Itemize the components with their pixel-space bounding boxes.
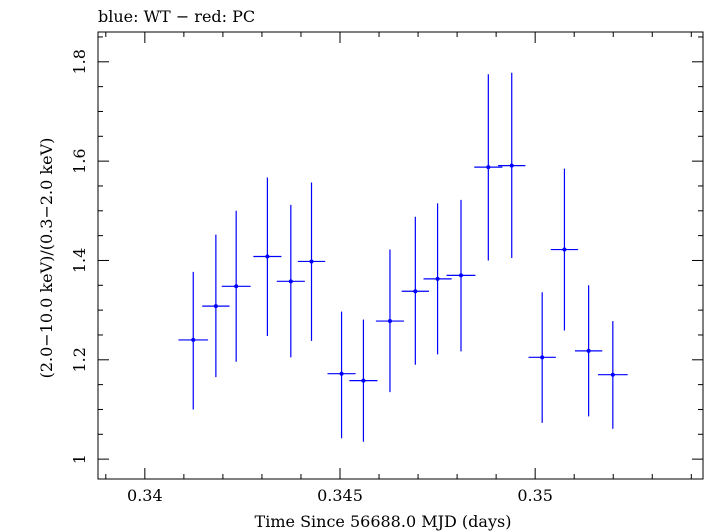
data-point [598, 321, 628, 429]
chart-title: blue: WT − red: PC [98, 7, 255, 26]
point-marker [213, 304, 218, 309]
point-marker [540, 355, 545, 360]
data-points [178, 72, 628, 442]
point-marker [387, 319, 392, 324]
point-marker [265, 254, 270, 259]
point-marker [413, 289, 418, 294]
data-point [253, 177, 282, 336]
x-tick-label: 0.345 [317, 486, 363, 505]
point-marker [191, 337, 196, 342]
x-axis-label: Time Since 56688.0 MJD (days) [255, 512, 512, 531]
data-point [349, 319, 378, 442]
data-point [297, 182, 326, 341]
point-marker [361, 378, 366, 383]
x-tick-label: 0.34 [127, 486, 163, 505]
data-point [423, 203, 452, 355]
data-point [221, 210, 251, 362]
data-point [574, 285, 603, 417]
y-tick-label: 1 [70, 454, 89, 464]
data-point [375, 249, 405, 393]
data-point [327, 311, 356, 439]
point-marker [309, 259, 314, 264]
data-point [474, 74, 503, 261]
data-point [528, 292, 556, 423]
y-tick-label: 1.6 [70, 148, 89, 173]
point-marker [459, 273, 463, 278]
data-point [446, 199, 476, 352]
axis-ticks: 0.34 0.345 0.35 1 1.2 1.4 1.6 1.8 [70, 32, 703, 505]
point-marker [610, 372, 615, 377]
y-axis-label: (2.0−10.0 keV)/(0.3−2.0 keV) [37, 138, 56, 379]
data-point [550, 168, 579, 331]
point-marker [509, 163, 514, 168]
point-marker [486, 165, 491, 170]
point-marker [288, 279, 293, 284]
data-point [178, 271, 209, 410]
x-tick-label: 0.35 [517, 486, 553, 505]
point-marker [435, 276, 440, 281]
point-marker [339, 371, 344, 376]
point-marker [586, 348, 591, 353]
data-point [202, 234, 230, 378]
y-tick-label: 1.8 [70, 49, 89, 74]
data-point [276, 204, 305, 358]
data-point [498, 72, 526, 258]
point-marker [234, 284, 239, 289]
data-point [401, 216, 429, 365]
point-marker [562, 247, 567, 252]
plot-frame [97, 31, 704, 480]
y-tick-label: 1.2 [70, 347, 89, 372]
y-tick-label: 1.4 [70, 248, 89, 273]
